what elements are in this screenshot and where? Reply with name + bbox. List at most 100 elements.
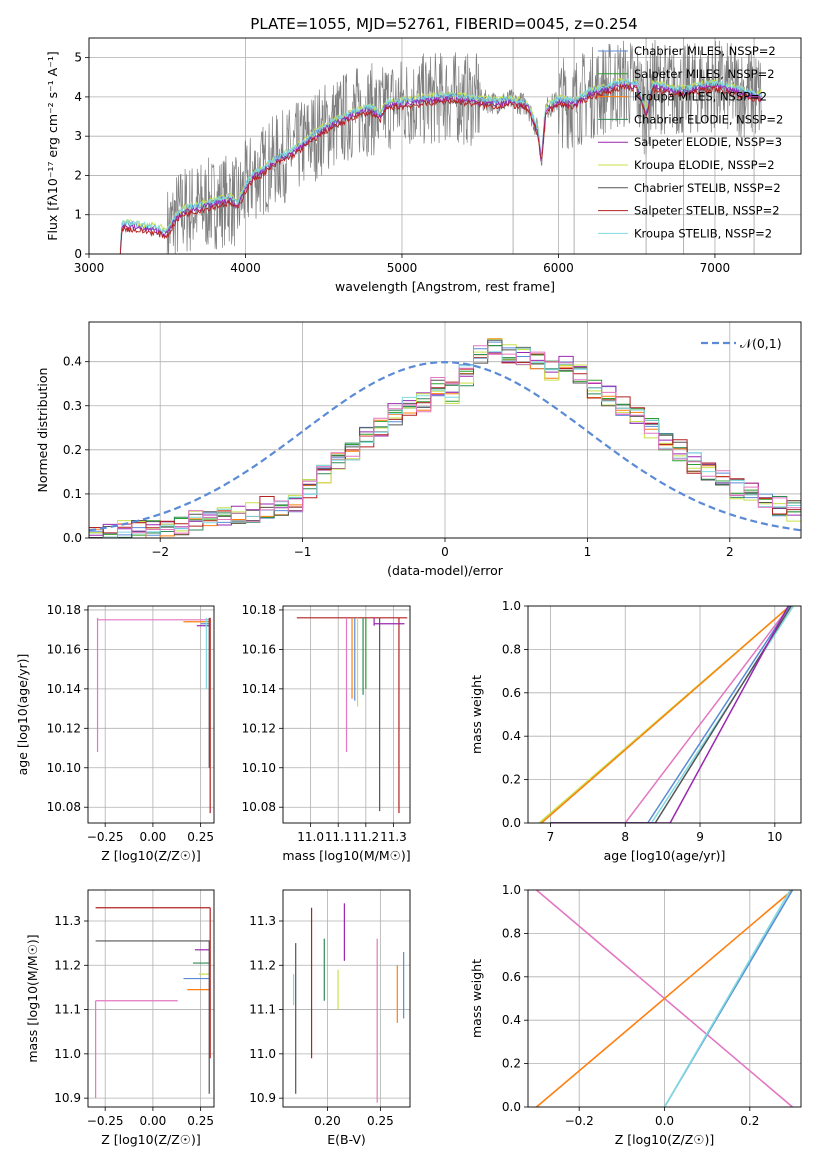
y-tick-label: 11.0 — [249, 1047, 276, 1061]
x-axis-label: (data-model)/error — [387, 563, 504, 578]
y-tick-label: 10.14 — [242, 682, 276, 696]
axes-border — [527, 605, 802, 824]
y-tick-label: 11.2 — [249, 958, 276, 972]
grid — [89, 322, 801, 539]
axes-frame: −0.25 0.00 0.25 10.9 11.0 11.1 11.2 11.3 Z [log1… — [25, 889, 215, 1147]
y-axis-label: mass weight — [469, 675, 484, 754]
y-tick-label: 0.2 — [502, 1057, 521, 1071]
panel-mass-vs-ebv: 0.20 0.25 10.9 11.0 11.1 11.2 11.3 E(B-V) — [249, 889, 411, 1147]
y-tick-label: 1 — [74, 208, 82, 222]
histogram-step-pink — [89, 345, 801, 538]
y-tick-label: 10.14 — [47, 682, 81, 696]
plot-area — [96, 617, 211, 814]
legend-label: 𝒩(0,1) — [740, 336, 782, 351]
axes-border — [282, 889, 411, 1108]
panel-age-vs-mass: 11.0 11.1 11.2 11.3 10.08 10.10 10.12 10.14 10.1… — [242, 603, 411, 863]
y-tick-label: 10.12 — [242, 721, 276, 735]
y-tick-label: 0.4 — [502, 729, 521, 743]
y-tick-label: 0.3 — [63, 399, 82, 413]
plot-area — [89, 338, 801, 538]
y-tick-label: 0.0 — [63, 531, 82, 545]
histogram-step-salpeter-stelib — [89, 353, 801, 534]
y-tick-label: 11.3 — [54, 914, 81, 928]
cumulative-line-kroupa-stelib — [550, 606, 795, 823]
y-tick-label: 10.9 — [54, 1091, 81, 1105]
panel-spectrum: 3000 4000 5000 6000 7000 0 1 2 3 4 5 wavelength [An… — [45, 37, 802, 294]
y-tick-label: 11.1 — [249, 1003, 276, 1017]
y-tick-label: 10.08 — [47, 800, 81, 814]
axes-frame: 7 8 9 10 0.0 0.2 0.4 0.6 0.8 1.0 age [log10(age/yr… — [469, 599, 802, 863]
figure-title: PLATE=1055, MJD=52761, FIBERID=0045, z=0… — [250, 15, 637, 33]
y-tick-label: 11.3 — [249, 914, 276, 928]
x-tick-label: 4000 — [230, 261, 261, 275]
y-tick-label: 0.6 — [502, 686, 521, 700]
axes-frame: 11.0 11.1 11.2 11.3 10.08 10.10 10.12 10.14 10.1… — [242, 603, 411, 863]
x-tick-label: −1 — [294, 545, 312, 559]
plot-area — [538, 606, 795, 823]
x-tick-label: 0.2 — [740, 1114, 759, 1128]
y-tick-label: 10.18 — [242, 603, 276, 617]
x-tick-label: 6000 — [543, 261, 574, 275]
plot-area — [292, 903, 405, 1103]
x-tick-label: 0.00 — [140, 1114, 167, 1128]
x-axis-label: Z [log10(Z/Z☉)] — [101, 848, 201, 863]
x-axis-label: E(B-V) — [327, 1132, 366, 1147]
cumulative-line-kroupa-miles — [535, 890, 794, 1107]
axes-border — [88, 37, 802, 255]
x-tick-label: 1 — [584, 545, 592, 559]
plot-area — [296, 617, 408, 814]
x-tick-label: 10 — [767, 830, 782, 844]
y-tick-label: 5 — [74, 51, 82, 65]
y-tick-label: 10.9 — [249, 1091, 276, 1105]
gaussian-curve — [89, 360, 801, 532]
y-axis-label: age [log10(age/yr)] — [15, 654, 30, 776]
legend: 𝒩(0,1) — [701, 336, 782, 351]
x-tick-label: 7 — [547, 830, 555, 844]
y-tick-label: 0.6 — [502, 970, 521, 984]
axes-border — [87, 605, 215, 824]
y-tick-label: 10.10 — [242, 761, 276, 775]
y-axis-label: mass weight — [469, 959, 484, 1038]
model-line-salpeter-stelib — [119, 84, 762, 254]
panel-cumulative-z: −0.2 0.0 0.2 0.0 0.2 0.4 0.6 0.8 1.0 Z [log10(Z/Z… — [469, 883, 802, 1147]
cumulative-line-kroupa-miles — [541, 606, 791, 823]
cumulative-line-chabrier-stelib — [550, 606, 792, 823]
y-tick-label: 0.1 — [63, 487, 82, 501]
axes-frame: −2 −1 0 1 2 0.0 0.1 0.2 0.3 0.4 (data-model)/error… — [35, 321, 802, 578]
y-tick-label: 0.2 — [502, 773, 521, 787]
x-tick-label: 7000 — [700, 261, 731, 275]
x-tick-label: 11.0 — [297, 830, 324, 844]
axes-border — [88, 321, 802, 539]
y-tick-label: 0.8 — [502, 926, 521, 940]
y-tick-label: 10.10 — [47, 761, 81, 775]
plot-area — [535, 890, 794, 1107]
panel-cumulative-age: 7 8 9 10 0.0 0.2 0.4 0.6 0.8 1.0 age [log10(age/yr… — [469, 599, 802, 863]
y-tick-label: 0.8 — [502, 642, 521, 656]
x-tick-label: 11.3 — [380, 830, 407, 844]
axes-border — [87, 889, 215, 1108]
y-tick-label: 2 — [74, 168, 82, 182]
x-tick-label: 11.1 — [325, 830, 352, 844]
legend-label: Chabrier MILES, NSSP=2 — [634, 44, 776, 58]
observed-spectrum-line — [166, 39, 762, 254]
x-axis-label: wavelength [Angstrom, rest frame] — [335, 279, 555, 294]
axes-border — [527, 889, 802, 1108]
plot-area — [95, 907, 211, 1099]
y-tick-label: 11.1 — [54, 1003, 81, 1017]
y-tick-label: 10.08 — [242, 800, 276, 814]
legend-label: Salpeter STELIB, NSSP=2 — [634, 204, 780, 218]
axes-frame: 3000 4000 5000 6000 7000 0 1 2 3 4 5 wavelength [An… — [45, 37, 802, 294]
panels: 3000 4000 5000 6000 7000 0 1 2 3 4 5 wavelength [An… — [15, 37, 802, 1147]
x-tick-label: 0.25 — [187, 1114, 214, 1128]
x-tick-label: 5000 — [387, 261, 418, 275]
panel-residuals: −2 −1 0 1 2 0.0 0.1 0.2 0.3 0.4 (data-model)/error… — [35, 321, 802, 578]
x-axis-label: Z [log10(Z/Z☉)] — [615, 1132, 715, 1147]
y-tick-label: 0.0 — [502, 816, 521, 830]
x-tick-label: 0.25 — [187, 830, 214, 844]
panel-age-vs-z: −0.25 0.00 0.25 10.08 10.10 10.12 10.14 10.16 10… — [15, 603, 215, 863]
y-tick-label: 0 — [74, 247, 82, 261]
model-line-kroupa-stelib — [119, 77, 763, 253]
x-tick-label: −0.25 — [87, 830, 124, 844]
y-tick-label: 10.16 — [47, 642, 81, 656]
